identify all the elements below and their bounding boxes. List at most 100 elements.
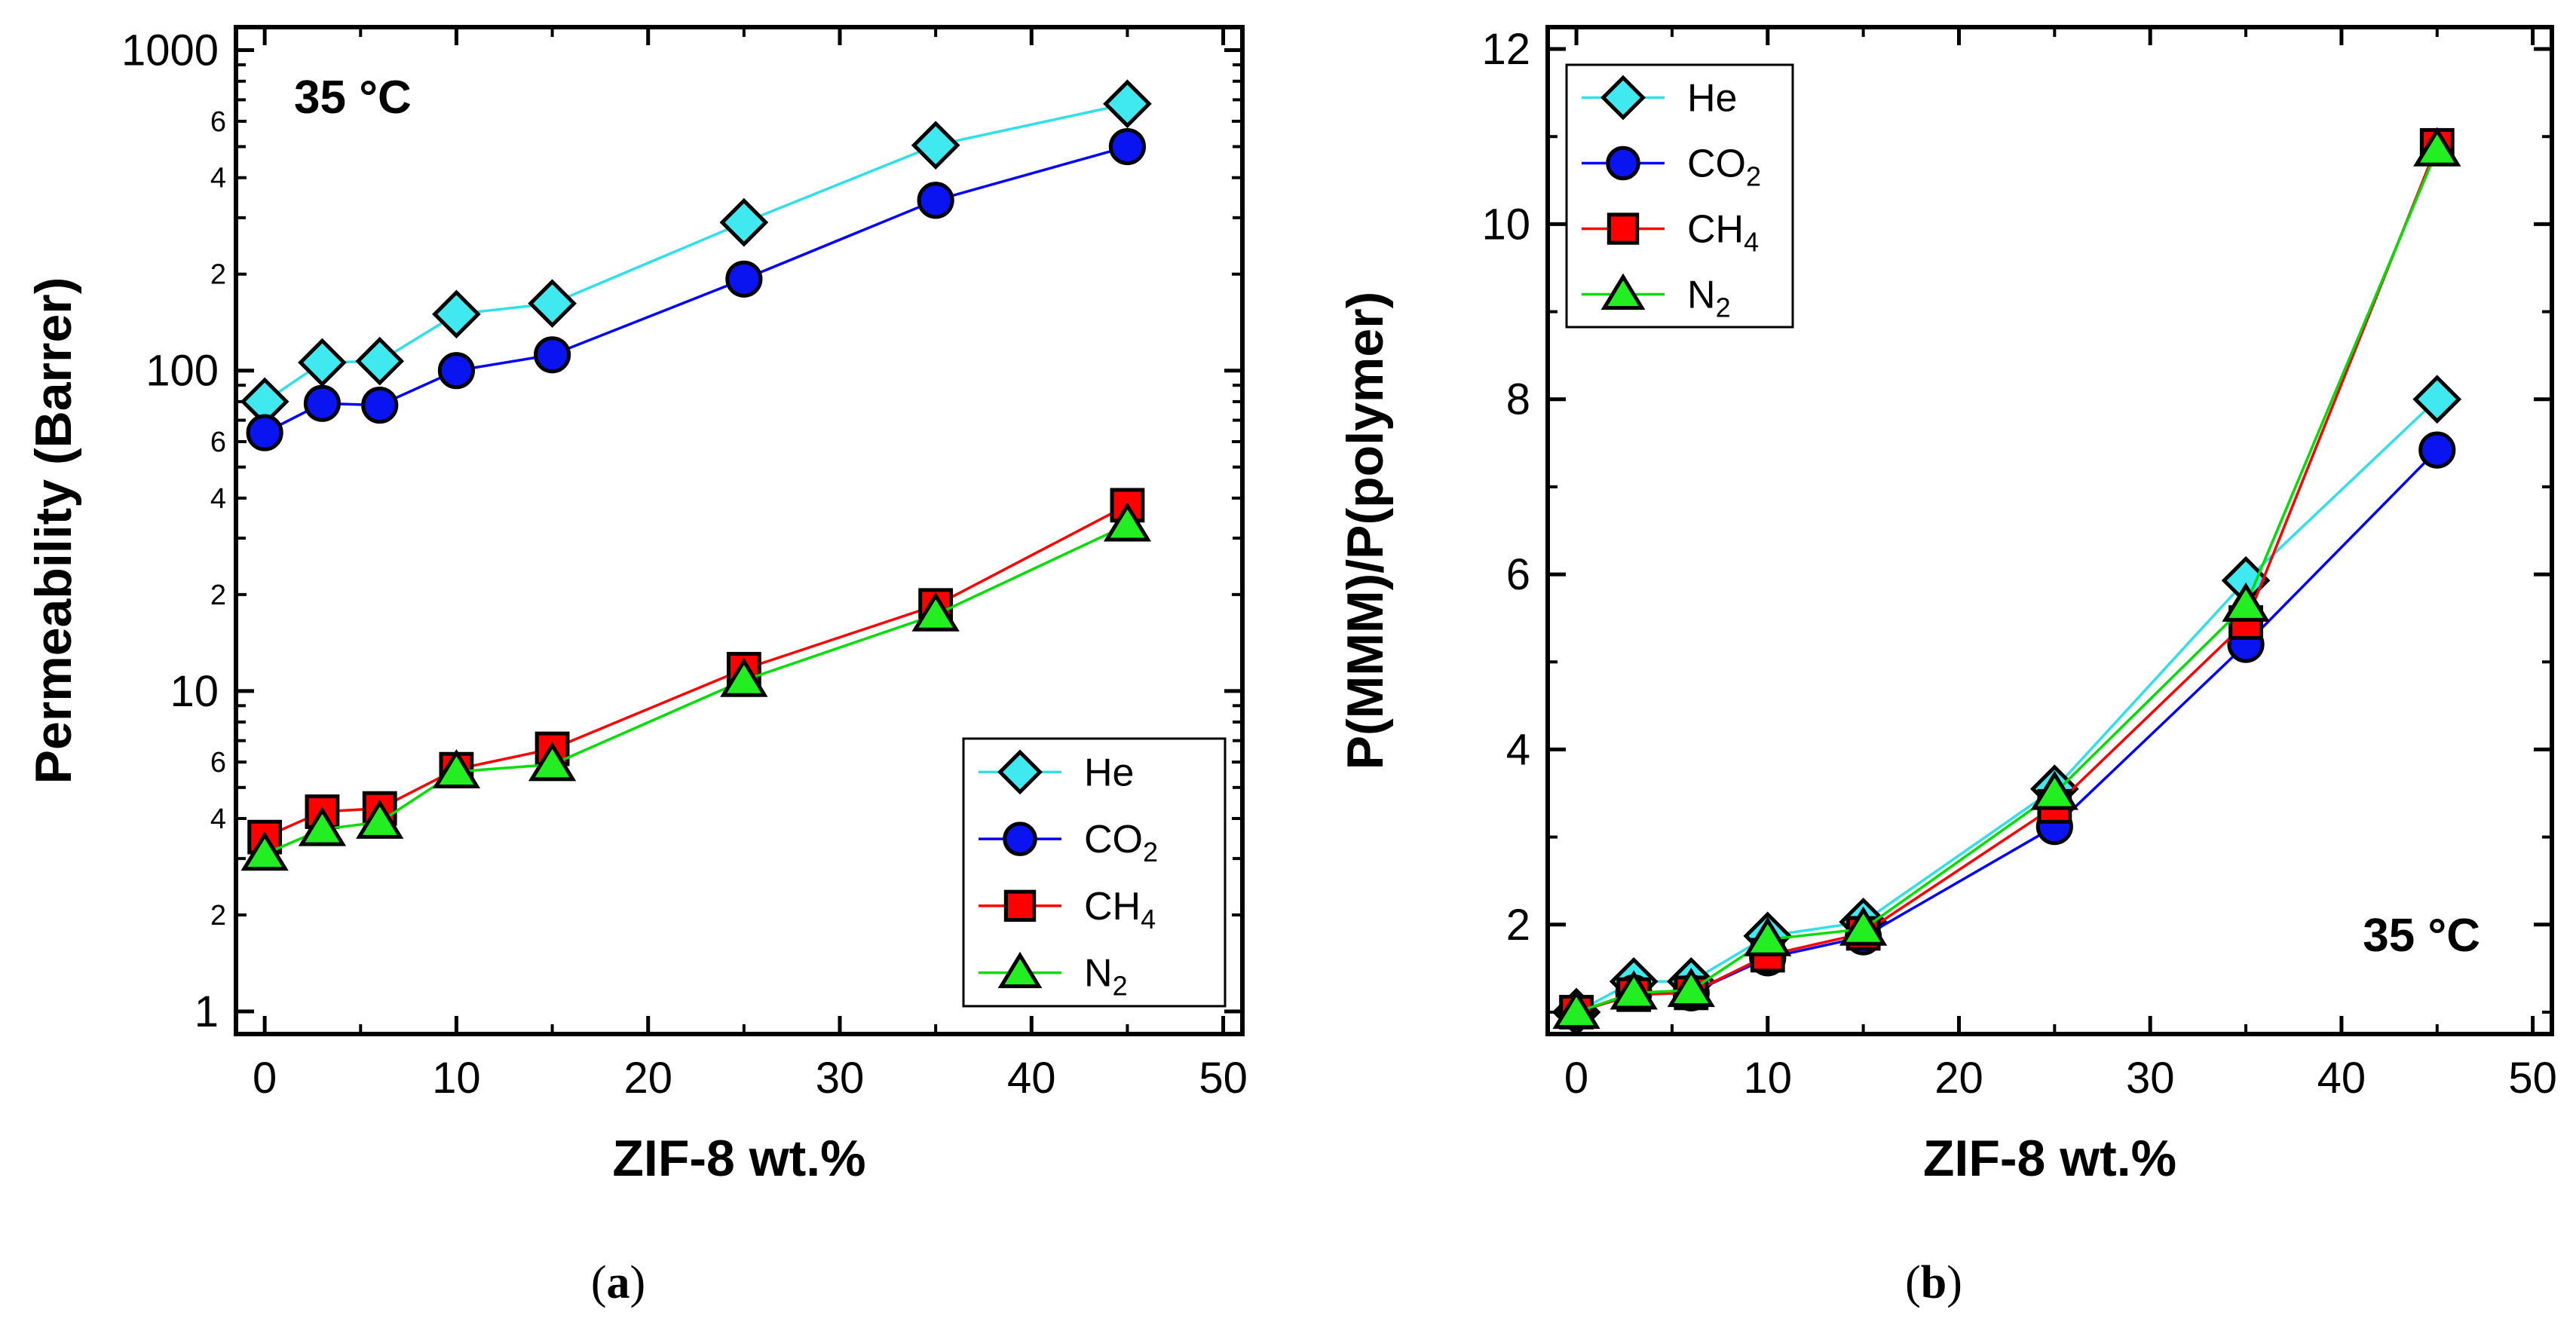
x-tick-label: 10 — [1744, 1054, 1793, 1103]
y-tick-label: 2 — [1506, 901, 1530, 950]
data-point — [2222, 582, 2270, 622]
legend-label-subscript: 2 — [1143, 837, 1158, 867]
legend-label-subscript: 2 — [1746, 161, 1761, 192]
legend-marker-square — [1003, 889, 1037, 922]
x-tick-label: 40 — [1007, 1054, 1056, 1103]
data-point — [298, 338, 347, 387]
data-point — [2030, 770, 2078, 810]
legend-label-base: CO — [1687, 142, 1746, 186]
plot-frame — [234, 25, 1245, 1036]
legend-label-base: N — [1687, 274, 1716, 317]
y-tick-label: 1000 — [121, 26, 219, 75]
data-point — [1103, 79, 1152, 129]
legend-label: CO2 — [1084, 818, 1158, 867]
data-point — [356, 799, 404, 839]
x-tick-label: 0 — [1564, 1054, 1588, 1103]
data-point — [725, 260, 763, 298]
data-point — [298, 806, 347, 846]
data-point — [911, 121, 960, 170]
data-point — [533, 336, 571, 374]
data-point — [303, 384, 342, 422]
data-point — [246, 414, 283, 451]
legend-box — [962, 737, 1227, 1008]
x-tick-label: 50 — [1199, 1054, 1248, 1103]
y-minor-tick-label: 2 — [210, 259, 226, 291]
legend-label-subscript: 4 — [1744, 227, 1759, 258]
caption-letter: b — [1921, 1257, 1947, 1308]
caption-close: ) — [630, 1257, 646, 1308]
y-minor-tick-label: 2 — [210, 580, 226, 611]
y-minor-tick-label: 4 — [210, 483, 226, 515]
plot-frame — [1545, 25, 2554, 1036]
data-point — [1744, 916, 1792, 956]
data-point — [437, 352, 476, 390]
data-point — [1610, 970, 1658, 1010]
data-point — [1103, 502, 1152, 542]
y-minor-tick-label: 6 — [210, 106, 226, 138]
legend-label-subscript: 2 — [1716, 292, 1731, 323]
legend-marker-triangle — [997, 951, 1043, 989]
data-point — [432, 289, 481, 339]
x-tick-label: 50 — [2508, 1054, 2557, 1103]
legend-marker-square — [1607, 213, 1640, 245]
x-tick-label: 30 — [2126, 1054, 2175, 1103]
caption-open: ( — [1905, 1257, 1921, 1308]
data-point — [911, 592, 960, 632]
legend-label: N2 — [1084, 952, 1128, 1002]
data-point — [361, 386, 399, 424]
legend-label: CH4 — [1687, 208, 1759, 258]
data-point — [2418, 431, 2456, 469]
x-tick-label: 30 — [816, 1054, 865, 1103]
x-axis-title: ZIF-8 wt.% — [612, 1130, 865, 1187]
x-tick-label: 20 — [623, 1054, 672, 1103]
legend-label-base: CH — [1084, 885, 1141, 929]
temperature-annotation: 35 °C — [294, 72, 412, 124]
data-point — [719, 197, 769, 247]
chart-panel-b: 0 10 20 30 40 50 2 4 6 8 10 12 ZIF-8 wt.% P(MMM)/P(po… — [1337, 25, 2557, 1308]
chart-panel-a: 0 10 20 30 40 50 1 10 100 1000 2 4 6 2 4 6 2 4 6 ZIF-8 wt.%… — [25, 25, 1248, 1308]
legend-label-base: He — [1687, 77, 1737, 121]
y-minor-tick-label: 6 — [210, 427, 226, 458]
legend-marker-circle — [1003, 822, 1037, 856]
y-tick-label: 6 — [1506, 550, 1530, 599]
panel-caption: (b) — [1905, 1257, 1962, 1308]
legend-label-subscript: 2 — [1113, 971, 1128, 1002]
series-line — [264, 145, 1128, 434]
y-minor-tick-label: 2 — [210, 900, 226, 932]
y-minor-tick-label: 4 — [210, 803, 226, 835]
series-n2 — [240, 502, 1152, 871]
y-tick-label: 8 — [1506, 375, 1530, 424]
data-point — [528, 742, 577, 782]
data-point — [917, 182, 954, 219]
legend-label: He — [1687, 77, 1737, 121]
x-tick-label: 10 — [432, 1054, 481, 1103]
caption-open: ( — [591, 1257, 607, 1308]
legend-label: CH4 — [1084, 885, 1156, 935]
data-point — [1667, 967, 1715, 1008]
series-he — [240, 79, 1152, 427]
legend-label-subscript: 4 — [1141, 904, 1156, 935]
series-co2 — [246, 127, 1147, 451]
legend-label-base: N — [1084, 952, 1113, 996]
y-axis-title: P(MMM)/P(polymer) — [1337, 292, 1394, 770]
y-tick-label: 10 — [1481, 200, 1530, 249]
y-tick-label: 100 — [145, 347, 219, 396]
caption-letter: a — [607, 1257, 630, 1308]
series-he — [1551, 375, 2462, 1037]
legend-marker-diamond — [1600, 75, 1646, 121]
y-minor-tick-label: 6 — [210, 747, 226, 779]
y-tick-label: 1 — [195, 987, 219, 1036]
y-tick-label: 10 — [170, 667, 219, 716]
x-axis-title: ZIF-8 wt.% — [1923, 1130, 2176, 1187]
legend-label: N2 — [1687, 274, 1731, 323]
series-n2 — [1552, 127, 2461, 1030]
x-tick-label: 20 — [1934, 1054, 1983, 1103]
data-point — [355, 336, 405, 386]
legend-label-base: He — [1084, 751, 1134, 794]
x-tick-label: 40 — [2317, 1054, 2366, 1103]
series-co2 — [1558, 431, 2456, 1031]
data-point — [2413, 127, 2461, 167]
temperature-annotation: 35 °C — [2363, 910, 2480, 962]
